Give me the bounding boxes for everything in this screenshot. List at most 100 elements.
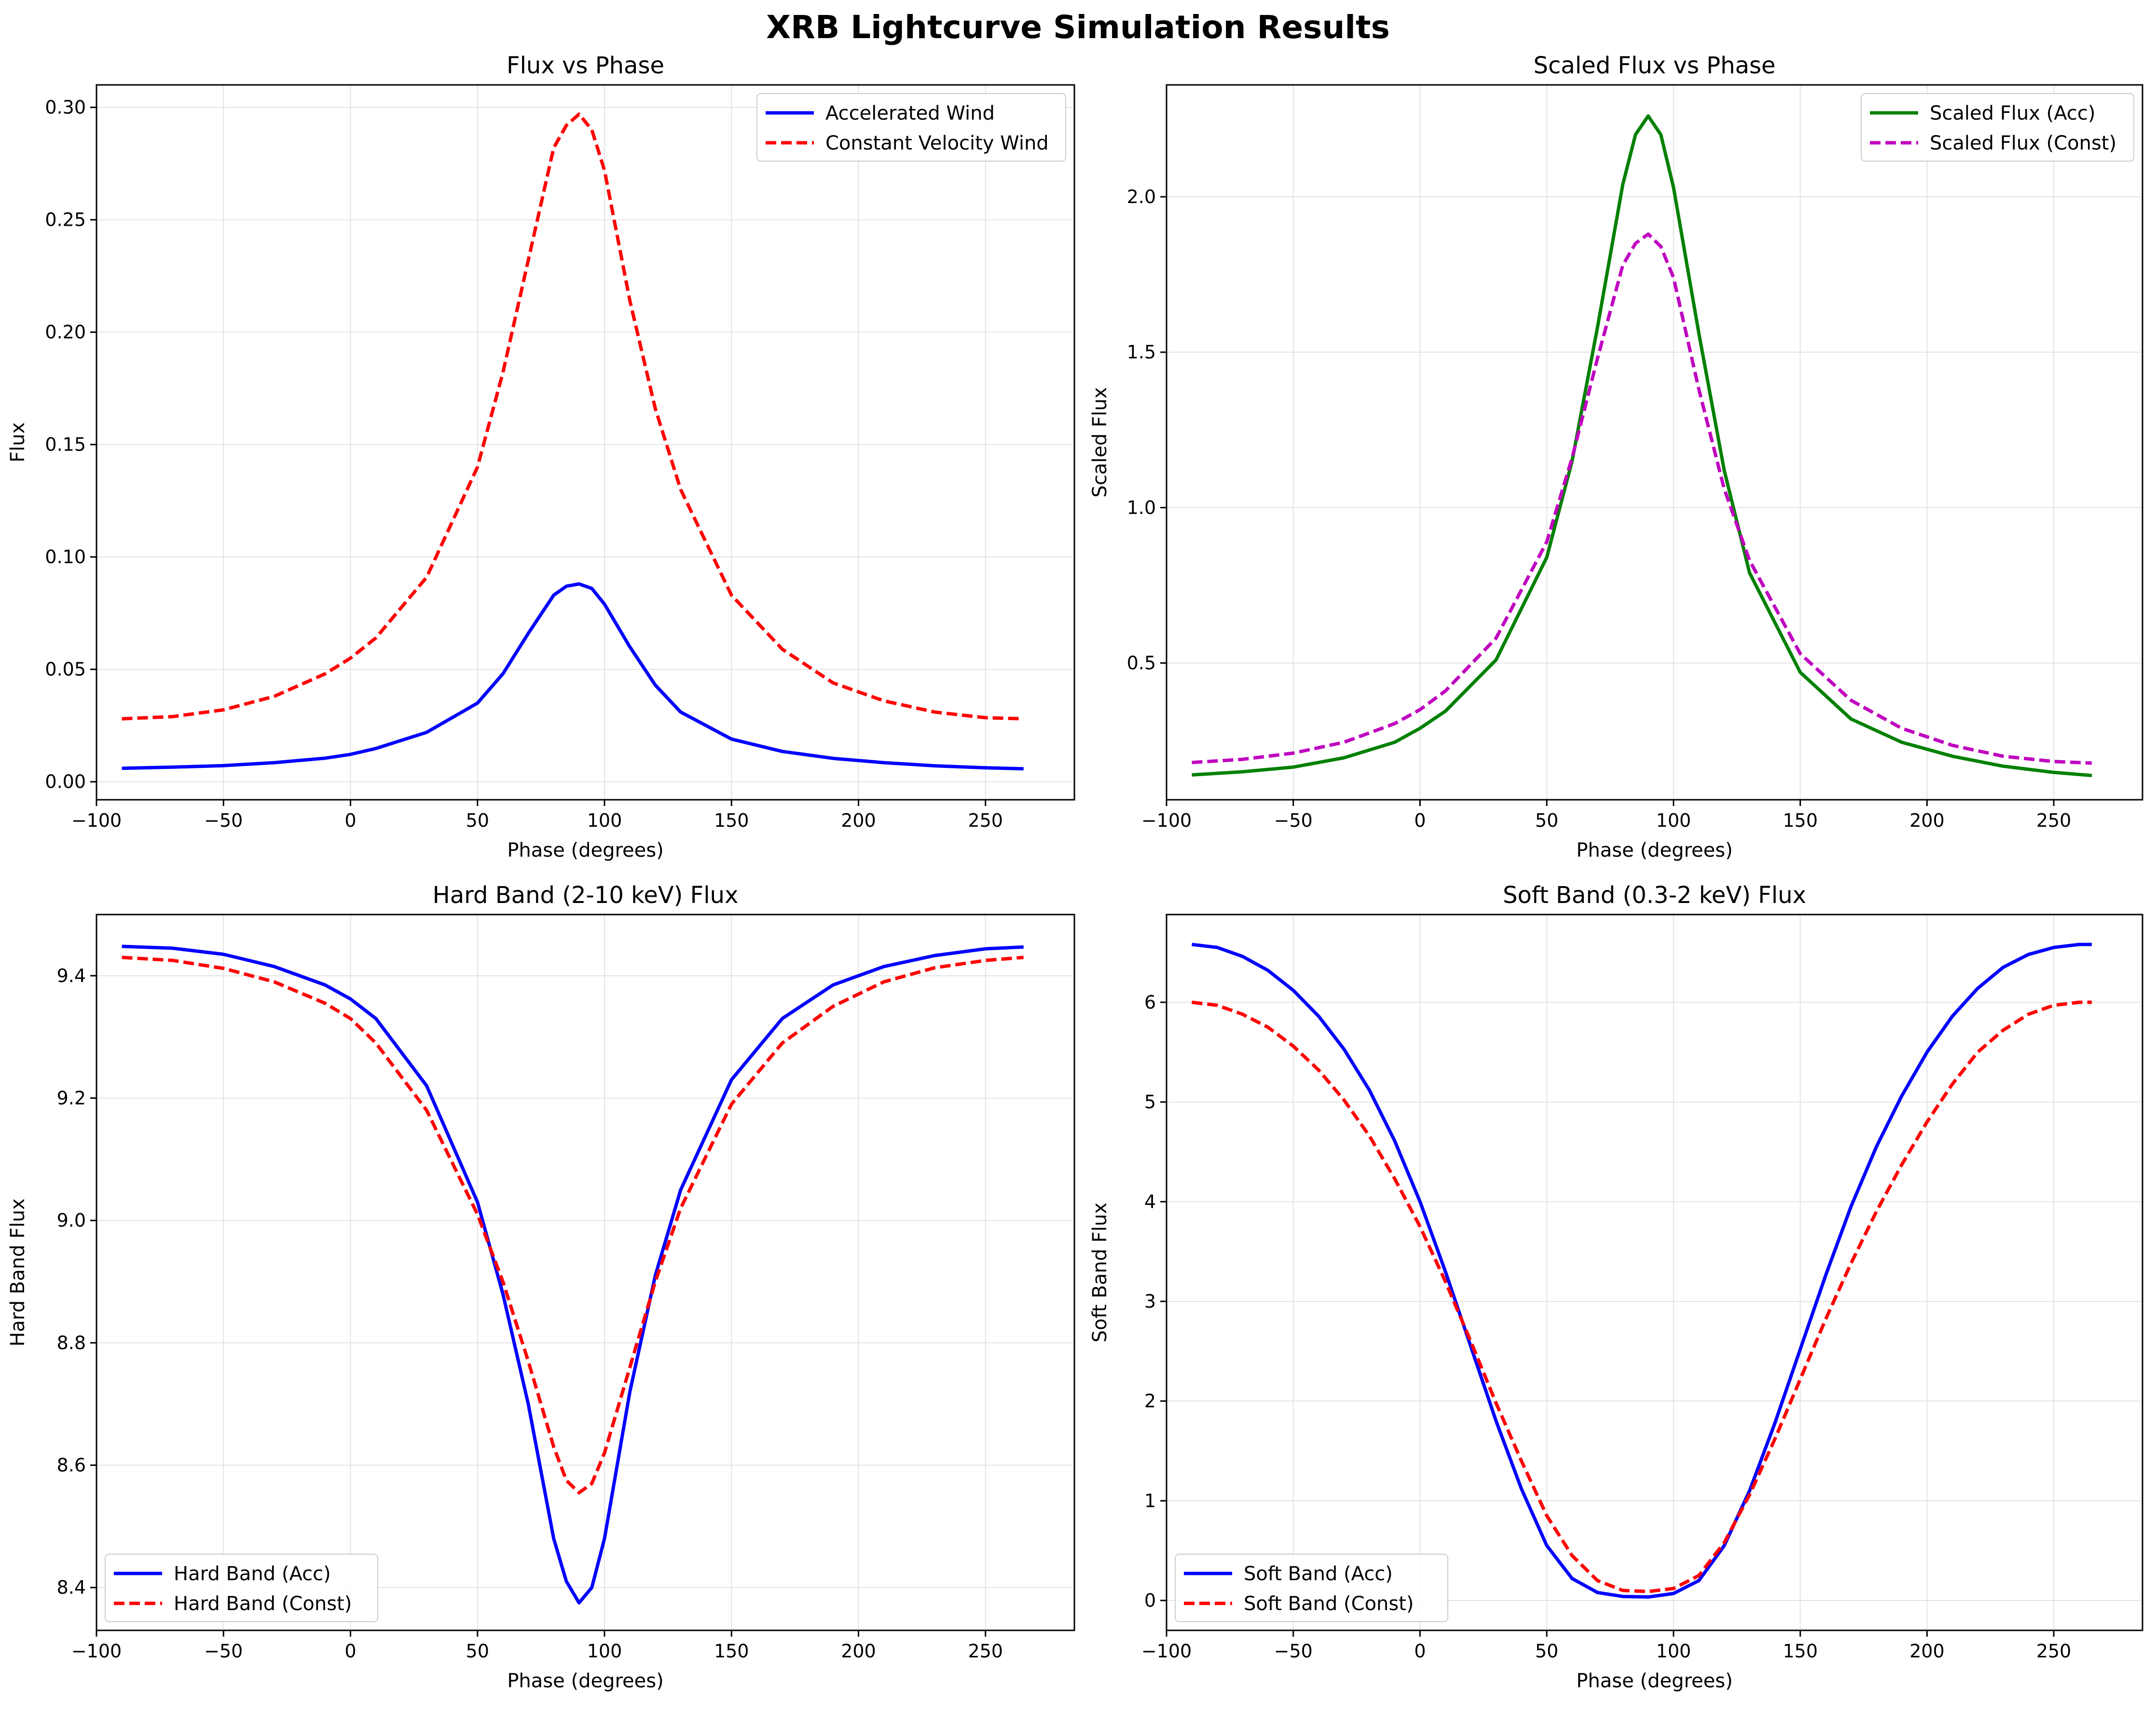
legend-entry: Hard Band (Acc) (174, 1563, 331, 1585)
figure-title: XRB Lightcurve Simulation Results (766, 9, 1390, 46)
y-tick-label: 0.00 (45, 771, 86, 793)
y-tick-label: 9.0 (57, 1210, 86, 1231)
x-tick-label: 250 (968, 810, 1003, 831)
y-tick-label: 3 (1144, 1291, 1156, 1312)
plot-frame (96, 914, 1075, 1631)
series-line-2 (122, 956, 1024, 1495)
series-line-1 (122, 582, 1024, 771)
panel-title: Soft Band (0.3-2 keV) Flux (1503, 882, 1806, 909)
y-tick-label: 5 (1144, 1092, 1156, 1113)
y-tick-label: 0.30 (45, 97, 86, 118)
plot-frame (1166, 914, 2143, 1631)
y-tick-label: 9.2 (57, 1088, 86, 1109)
legend-entry: Scaled Flux (Const) (1930, 132, 2116, 154)
x-tick-label: 50 (466, 1641, 489, 1662)
series-line-1 (122, 944, 1024, 1605)
x-tick-label: 200 (841, 1641, 876, 1662)
legend-entry: Soft Band (Acc) (1244, 1563, 1393, 1585)
x-tick-label: 100 (1656, 810, 1691, 831)
x-tick-label: −100 (71, 810, 122, 831)
series-line-2 (122, 112, 1024, 721)
x-tick-label: 200 (841, 810, 876, 831)
legend-entry: Scaled Flux (Acc) (1930, 102, 2095, 124)
y-tick-label: 4 (1144, 1191, 1156, 1212)
y-axis-label: Soft Band Flux (1089, 1203, 1111, 1342)
legend-entry: Accelerated Wind (825, 102, 995, 124)
x-tick-label: 100 (587, 810, 622, 831)
chart-panel-4: −100 −50 0 50 100 150 200 250 0 1 2 3 4 5 6 Soft Band (… (1089, 882, 2143, 1692)
x-tick-label: 0 (1414, 1641, 1426, 1662)
y-tick-label: 8.4 (57, 1577, 86, 1598)
chart-panel-2: −100 −50 0 50 100 150 200 250 0.5 1.0 1.5 2.0 Scaled… (1089, 52, 2143, 861)
y-tick-label: 0.05 (45, 659, 86, 680)
y-tick-label: 0.15 (45, 434, 86, 455)
series-line-2 (1192, 232, 2092, 765)
chart-panel-3: −100 −50 0 50 100 150 200 250 8.4 8.6 8.8 9.0 9.2 9.4… (7, 882, 1075, 1692)
x-tick-label: 100 (587, 1641, 622, 1662)
x-tick-label: 200 (1909, 810, 1945, 831)
y-tick-label: 2.0 (1127, 186, 1156, 207)
legend: Hard Band (Acc) Hard Band (Const) (105, 1554, 378, 1622)
x-tick-label: −50 (204, 1641, 243, 1662)
x-tick-label: 150 (714, 1641, 749, 1662)
y-tick-label: 1.5 (1127, 342, 1156, 363)
y-axis-label: Hard Band Flux (7, 1199, 29, 1347)
plot-frame (1166, 84, 2143, 801)
legend: Scaled Flux (Acc) Scaled Flux (Const) (1861, 93, 2134, 162)
x-axis-label: Phase (degrees) (507, 839, 663, 861)
x-tick-label: −100 (1141, 1641, 1192, 1662)
y-axis-label: Scaled Flux (1089, 387, 1111, 498)
legend: Accelerated Wind Constant Velocity Wind (756, 93, 1066, 162)
panel-title: Scaled Flux vs Phase (1534, 52, 1776, 79)
x-tick-label: −50 (1274, 1641, 1313, 1662)
y-tick-label: 2 (1144, 1391, 1156, 1412)
y-tick-label: 0.5 (1127, 652, 1156, 673)
legend-entry: Soft Band (Const) (1244, 1593, 1414, 1615)
y-tick-label: 6 (1144, 992, 1156, 1013)
x-tick-label: 250 (968, 1641, 1003, 1662)
x-tick-label: 50 (1535, 1641, 1558, 1662)
y-tick-label: 0.25 (45, 209, 86, 231)
series-line-1 (1192, 943, 2092, 1599)
y-tick-label: 8.8 (57, 1332, 86, 1354)
x-tick-label: −100 (71, 1641, 122, 1662)
y-tick-label: 0 (1144, 1590, 1156, 1611)
legend-box (105, 1554, 378, 1622)
x-tick-label: 150 (1783, 810, 1818, 831)
panel-title: Hard Band (2-10 keV) Flux (433, 882, 739, 909)
x-tick-label: 100 (1656, 1641, 1691, 1662)
legend-entry: Hard Band (Const) (174, 1593, 352, 1615)
x-tick-label: 50 (1535, 810, 1558, 831)
x-tick-label: 150 (714, 810, 749, 831)
x-tick-label: 50 (466, 810, 489, 831)
x-tick-label: 0 (1414, 810, 1426, 831)
x-tick-label: −100 (1141, 810, 1192, 831)
x-axis-label: Phase (degrees) (1576, 839, 1732, 861)
x-tick-label: 250 (2036, 1641, 2072, 1662)
x-tick-label: 250 (2036, 810, 2072, 831)
legend-entry: Constant Velocity Wind (825, 132, 1049, 154)
x-tick-label: 0 (344, 1641, 356, 1662)
series-line-1 (1192, 114, 2092, 778)
x-tick-label: 200 (1909, 1641, 1945, 1662)
legend-box (1175, 1554, 1448, 1622)
y-axis-label: Flux (7, 422, 29, 462)
y-tick-label: 1.0 (1127, 497, 1156, 518)
x-tick-label: −50 (1274, 810, 1313, 831)
y-tick-label: 0.10 (45, 547, 86, 568)
x-tick-label: −50 (204, 810, 243, 831)
plot-frame (96, 84, 1075, 801)
x-tick-label: 0 (344, 810, 356, 831)
x-axis-label: Phase (degrees) (507, 1670, 663, 1692)
legend-box (756, 93, 1066, 162)
legend-box (1861, 93, 2134, 162)
y-tick-label: 1 (1144, 1490, 1156, 1511)
y-tick-label: 9.4 (57, 965, 86, 986)
series-line-2 (1192, 1000, 2092, 1593)
chart-panel-1: −100 −50 0 50 100 150 200 250 0.00 0.05 0.10 0.15 0.… (7, 52, 1075, 861)
y-tick-label: 8.6 (57, 1455, 86, 1476)
x-tick-label: 150 (1783, 1641, 1818, 1662)
legend: Soft Band (Acc) Soft Band (Const) (1175, 1554, 1448, 1622)
x-axis-label: Phase (degrees) (1576, 1670, 1732, 1692)
